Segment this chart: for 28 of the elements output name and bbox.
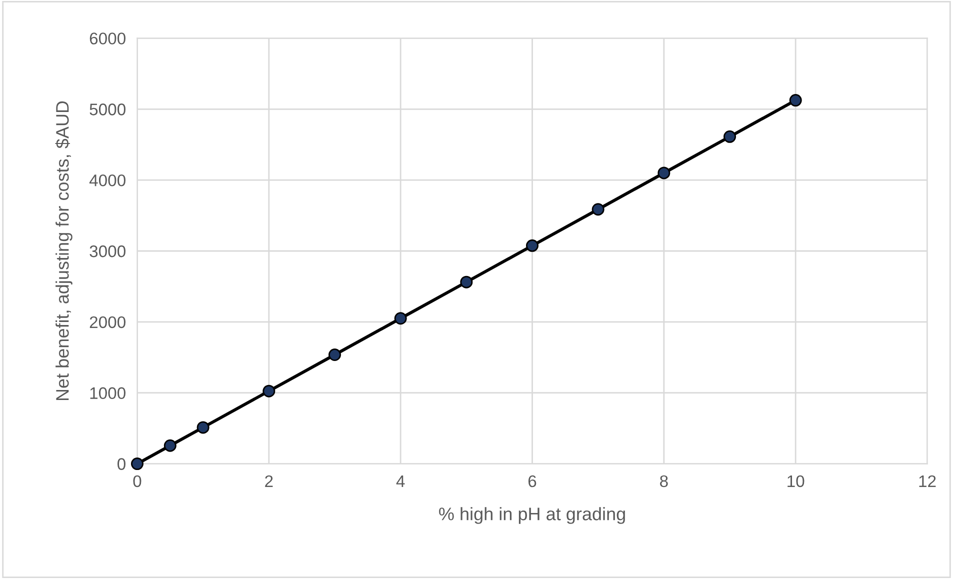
- point: [328, 348, 341, 362]
- x-tick-label: 0: [133, 475, 142, 488]
- point: [130, 458, 144, 470]
- y-tick-label: 1000: [90, 387, 126, 400]
- point: [789, 94, 802, 107]
- x-tick-label: 10: [788, 475, 804, 488]
- y-axis-title: Net benefit, adjusting for costs, $AUD: [55, 101, 72, 400]
- x-tick-label: 2: [265, 475, 273, 487]
- point: [526, 239, 538, 252]
- y-tick-label: 0: [118, 458, 126, 470]
- point: [724, 130, 736, 143]
- y-tick-label: 5000: [90, 104, 126, 116]
- point: [658, 166, 670, 180]
- point: [196, 421, 210, 434]
- point: [394, 312, 407, 325]
- x-tick-label: 8: [660, 475, 668, 488]
- x-axis-title: % high in pH at grading: [439, 507, 625, 524]
- y-tick-label: 3000: [90, 245, 126, 258]
- point: [460, 276, 473, 288]
- y-tick-label: 6000: [90, 32, 126, 44]
- x-tick-label: 4: [396, 476, 405, 487]
- x-tick-label: 6: [528, 475, 536, 488]
- point: [164, 439, 176, 452]
- point: [262, 384, 276, 398]
- point: [592, 203, 604, 216]
- y-tick-label: 4000: [89, 174, 126, 186]
- x-tick-label: 12: [919, 475, 936, 487]
- y-tick-label: 2000: [90, 316, 126, 328]
